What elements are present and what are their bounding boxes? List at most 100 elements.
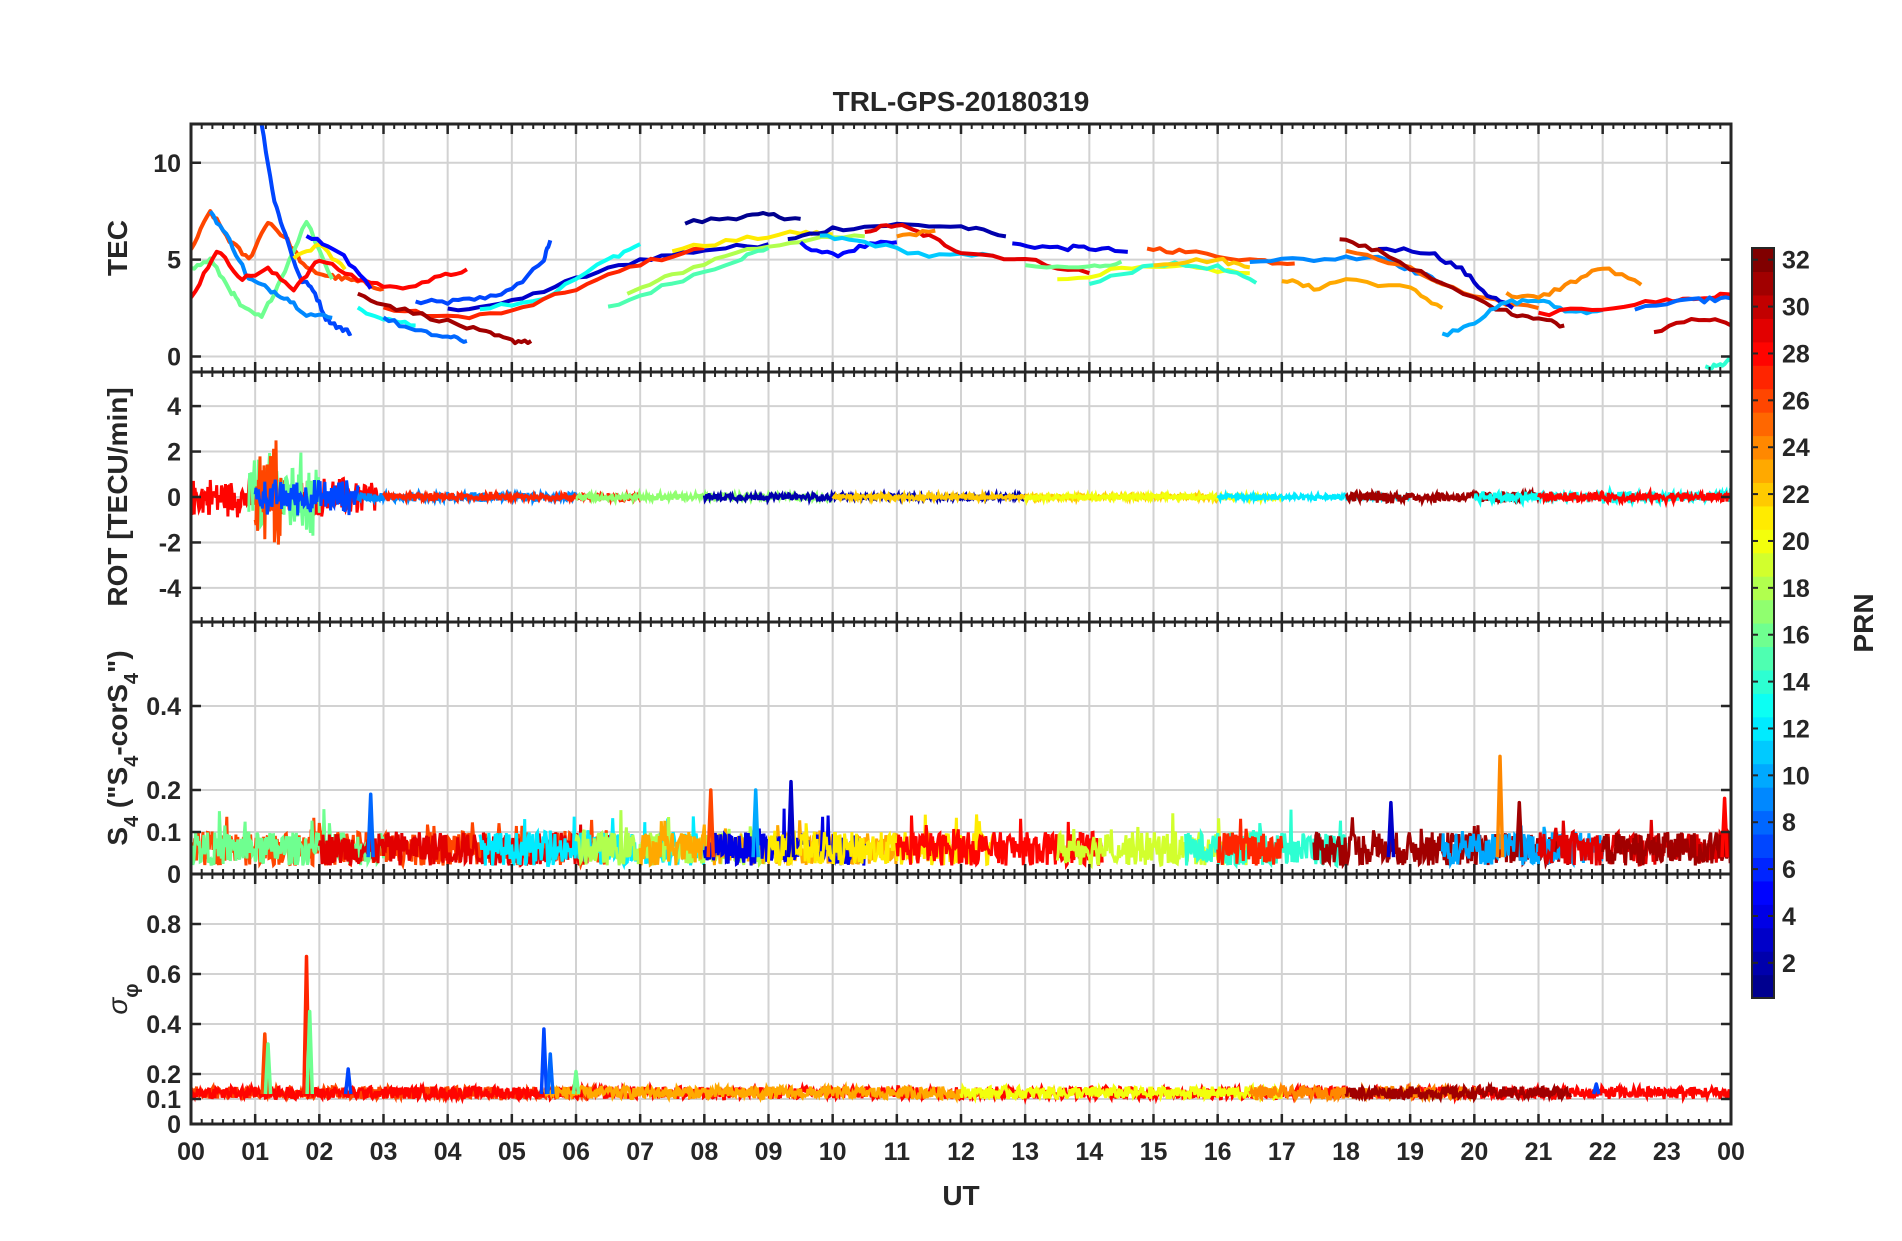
series-line-prn-3 [1378,246,1514,310]
colorbar-band [1752,763,1774,788]
spike-prn-31 [1514,800,1524,858]
colorbar-tick-label: 30 [1782,294,1810,322]
series-line-prn-16 [191,220,334,319]
colorbar-band [1752,529,1774,554]
y-tick-label: -2 [159,529,181,557]
colorbar-band [1752,552,1774,577]
colorbar-band [1752,669,1774,694]
x-tick-label: 17 [1268,1138,1296,1166]
x-tick-label: 06 [562,1138,590,1166]
colorbar-band [1752,693,1774,718]
x-ticks-tec [189,124,1733,372]
colorbar-band [1752,341,1774,366]
series-line-prn-4 [1012,241,1128,254]
y-tick-label: 0 [167,1111,181,1139]
panel-tec: 0 5 10 TEC [102,122,1733,374]
colorbar-band [1752,271,1774,296]
colorbar-tick-label: 16 [1782,622,1810,650]
series-line-prn-23 [1281,277,1444,310]
colorbar-tick-label: 20 [1782,528,1810,556]
series-line-prn-31 [1601,827,1731,866]
chart-title: TRL-GPS-20180319 [833,86,1090,117]
colorbar-tick-label: 26 [1782,387,1810,415]
series-line-prn-28 [1537,486,1731,509]
y-tick-label: 0.2 [146,1061,181,1089]
y-axis-label-sigma: σφ [102,983,143,1014]
series-group-tec [191,124,1731,371]
x-ticks-s4 [189,622,1733,874]
colorbar-band [1752,599,1774,624]
series-line-prn-26 [253,440,283,545]
colorbar-band [1752,787,1774,812]
series-line-prn-26 [1146,246,1295,266]
x-axis-label: UT [942,1180,979,1211]
colorbar-frame [1751,247,1775,999]
spike-prn-26 [706,788,716,858]
x-tick-label: 18 [1332,1138,1360,1166]
y-tick-label: 0.4 [146,1011,181,1039]
colorbar-band [1752,623,1774,648]
series-line-prn-7 [253,479,360,516]
x-tick-label: 23 [1653,1138,1681,1166]
x-tick-label: 07 [626,1138,654,1166]
y-tick-label: 2 [167,439,181,467]
series-line-prn-28 [191,249,468,299]
colorbar-tick-label: 22 [1782,481,1810,509]
colorbar-tick-label: 28 [1782,340,1810,368]
x-tick-label: 08 [690,1138,718,1166]
colorbar-band [1752,576,1774,601]
series-line-prn-3 [447,242,770,313]
panel-s4: 00.10.20.4S4 ("S4-corS4") [102,620,1733,889]
colorbar-tick-label: 8 [1782,809,1796,837]
grid-tec [191,124,1731,372]
spike-prn-8 [546,1052,555,1095]
x-tick-label: 10 [819,1138,847,1166]
series-group-sigma [191,954,1731,1105]
series-line-prn-7 [259,124,353,337]
spike-prn-16 [571,1069,581,1095]
x-tick-label: 05 [498,1138,526,1166]
colorbar-tick-label: 2 [1782,950,1796,978]
colorbar-band [1752,904,1774,929]
colorbar-band [1752,646,1774,671]
label-text: ("S [102,767,133,816]
y-tick-label: 0 [167,344,181,372]
subscript: φ [121,983,143,997]
colorbar-tick-label: 12 [1782,715,1810,743]
colorbar-band [1752,365,1774,390]
colorbar-band [1752,974,1774,999]
y-tick-label: 0.8 [146,911,181,939]
series-line-prn-28 [895,815,1104,870]
colorbar-band [1752,716,1774,741]
series-line-prn-14 [1704,357,1731,371]
series-line-prn-16 [1024,259,1123,270]
y-tick-label: 0.4 [146,693,181,721]
series-line-prn-5 [799,239,898,259]
series-line-prn-30 [1653,317,1731,335]
subscript: 4 [121,815,143,827]
y-ticks-tec: 0 5 10 [153,150,1731,372]
y-tick-label: 5 [167,247,181,275]
y-ticks-s4: 0 0.1 0.2 0.4 [146,693,1731,889]
spike-prn-7 [343,1067,353,1095]
label-text: S [102,827,133,846]
colorbar-band [1752,951,1774,976]
series-line-prn-31 [1339,237,1565,329]
y-tick-label: 0 [167,484,181,512]
label-text: σ [102,997,133,1015]
series-line-prn-10 [1441,297,1604,338]
colorbar-tick-label: 10 [1782,762,1810,790]
series-line-prn-24 [896,228,936,239]
colorbar-tick-label: 4 [1782,903,1796,931]
y-ticks-sigma: 00.10.2 0.4 0.6 0.8 [146,911,1731,1139]
x-tick-label: 20 [1460,1138,1488,1166]
colorbar-tick-label: 14 [1782,669,1810,697]
x-tick-label: 11 [884,1138,911,1166]
y-axis-label-tec: TEC [102,220,133,276]
x-tick-label: 00 [177,1138,205,1166]
x-tick-label: 22 [1589,1138,1617,1166]
series-line-prn-14 [1088,260,1258,286]
colorbar-band [1752,248,1774,273]
